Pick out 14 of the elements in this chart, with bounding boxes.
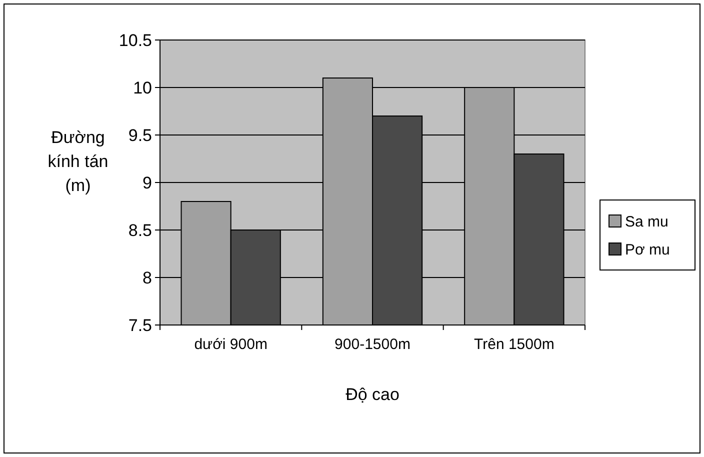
y-tick-label: 8.5 bbox=[128, 220, 152, 240]
legend-label: Pơ mu bbox=[625, 241, 670, 258]
y-tick-label: 7.5 bbox=[128, 316, 152, 335]
x-tick-label: dưới 900m bbox=[194, 336, 268, 353]
y-tick-label: 9 bbox=[142, 173, 152, 192]
x-axis-title: Độ cao bbox=[346, 385, 400, 404]
x-tick-label: 900-1500m bbox=[334, 336, 410, 353]
y-axis-title: Đường kính tán (m) bbox=[48, 128, 108, 195]
y-tick-label: 9.5 bbox=[128, 126, 152, 145]
legend-label: Sa mu bbox=[625, 213, 668, 230]
y-tick-label: 10.5 bbox=[118, 30, 152, 50]
y-tick-label: 10 bbox=[133, 78, 152, 98]
x-tick-label: Trên 1500m bbox=[474, 336, 554, 353]
y-tick-label: 8 bbox=[142, 268, 152, 288]
